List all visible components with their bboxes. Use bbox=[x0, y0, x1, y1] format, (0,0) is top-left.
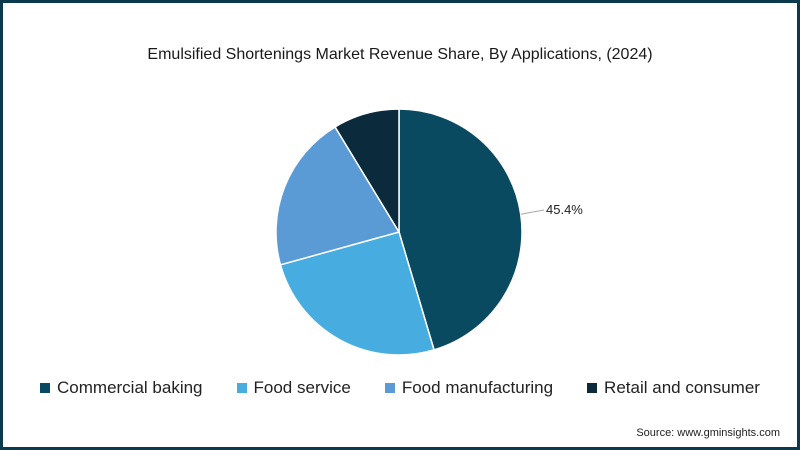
legend-swatch bbox=[587, 383, 598, 393]
legend-item: Food manufacturing bbox=[384, 378, 554, 398]
legend: Commercial baking Food service Food manufa… bbox=[0, 378, 800, 398]
legend-label: Commercial baking bbox=[57, 378, 203, 397]
legend-swatch bbox=[384, 383, 395, 393]
pie-slice-commercial-baking bbox=[398, 108, 523, 351]
data-label: 45.4% bbox=[546, 202, 583, 217]
data-label-leader bbox=[520, 209, 545, 215]
pie-slice-food-manufacturing bbox=[275, 125, 401, 266]
legend-item: Commercial baking bbox=[40, 378, 203, 398]
legend-label: Food service bbox=[253, 378, 351, 397]
chart-title: Emulsified Shortenings Market Revenue Sh… bbox=[147, 46, 653, 63]
legend-item: Food service bbox=[236, 378, 351, 398]
legend-label: Retail and consumer bbox=[604, 378, 760, 397]
legend-item: Retail and consumer bbox=[587, 378, 760, 398]
pie-slice-retail-and-consumer bbox=[334, 108, 400, 235]
source-note: Source: www.gminsights.com bbox=[636, 427, 780, 439]
legend-label: Food manufacturing bbox=[401, 378, 554, 397]
legend-swatch bbox=[236, 383, 247, 393]
pie-slice-food-service bbox=[279, 231, 435, 356]
legend-swatch bbox=[40, 383, 51, 393]
